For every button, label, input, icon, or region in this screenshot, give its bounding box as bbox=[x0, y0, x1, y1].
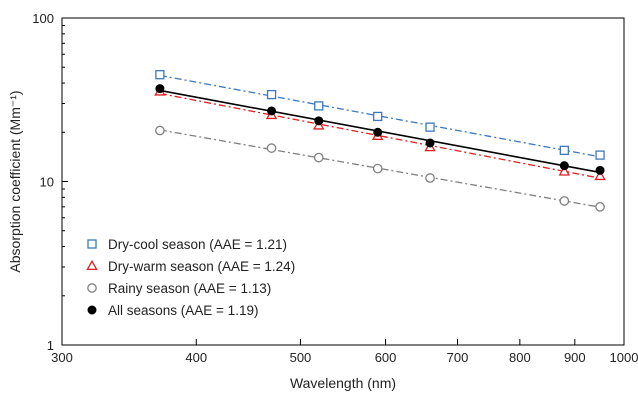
data-point bbox=[559, 196, 570, 206]
x-tick-label: 500 bbox=[290, 350, 312, 365]
legend-item: Dry-cool season (AAE = 1.21) bbox=[87, 237, 287, 252]
data-point bbox=[266, 89, 277, 100]
data-point bbox=[155, 70, 165, 80]
data-point bbox=[373, 127, 383, 137]
legend-item: Dry-warm season (AAE = 1.24) bbox=[86, 259, 295, 274]
legend-marker bbox=[86, 259, 98, 271]
x-axis-label: Wavelength (nm) bbox=[290, 375, 396, 391]
data-point bbox=[595, 165, 605, 175]
data-point bbox=[373, 111, 383, 122]
legend-label: All seasons (AAE = 1.19) bbox=[108, 303, 258, 318]
data-point bbox=[425, 122, 435, 132]
x-tick-label: 300 bbox=[51, 350, 73, 365]
series-layer bbox=[154, 70, 606, 212]
legend-item: Rainy season (AAE = 1.13) bbox=[87, 281, 271, 296]
data-point bbox=[558, 165, 571, 176]
data-point bbox=[155, 125, 165, 136]
data-point bbox=[314, 101, 324, 111]
data-point bbox=[425, 173, 435, 183]
y-axis-label: Absorption coefficient (Mm⁻¹) bbox=[7, 90, 23, 272]
data-point bbox=[372, 163, 383, 174]
data-point bbox=[559, 145, 569, 156]
x-tick-label: 600 bbox=[375, 350, 397, 365]
data-point bbox=[594, 169, 606, 181]
legend-item: All seasons (AAE = 1.19) bbox=[87, 303, 258, 318]
series-0 bbox=[155, 70, 605, 160]
legend-label: Rainy season (AAE = 1.13) bbox=[108, 281, 271, 296]
legend: Dry-cool season (AAE = 1.21) Dry-warm sea… bbox=[86, 237, 295, 318]
x-tick-label: 800 bbox=[509, 350, 531, 365]
data-point bbox=[267, 106, 277, 116]
x-tick-label: 400 bbox=[185, 350, 207, 365]
legend-marker bbox=[87, 305, 97, 315]
ticks-layer: 300 400 500 600 700 800 900 1000 1 10 100 bbox=[32, 11, 638, 365]
series-2 bbox=[155, 125, 605, 212]
y-tick-label: 1 bbox=[47, 338, 54, 353]
data-point bbox=[595, 201, 605, 212]
data-point bbox=[425, 138, 435, 148]
y-tick-label: 100 bbox=[32, 11, 54, 26]
legend-marker bbox=[87, 283, 97, 293]
x-tick-label: 1000 bbox=[610, 350, 638, 365]
data-point bbox=[313, 152, 324, 163]
y-tick-label: 10 bbox=[40, 175, 54, 190]
data-point bbox=[155, 84, 165, 94]
data-point bbox=[314, 116, 324, 126]
data-point bbox=[595, 150, 605, 160]
x-tick-label: 700 bbox=[447, 350, 469, 365]
data-point bbox=[266, 143, 277, 153]
legend-label: Dry-warm season (AAE = 1.24) bbox=[108, 259, 295, 274]
series-3 bbox=[155, 84, 605, 175]
legend-label: Dry-cool season (AAE = 1.21) bbox=[108, 237, 287, 252]
legend-marker bbox=[87, 239, 97, 249]
x-tick-label: 900 bbox=[564, 350, 586, 365]
data-point bbox=[559, 161, 569, 171]
